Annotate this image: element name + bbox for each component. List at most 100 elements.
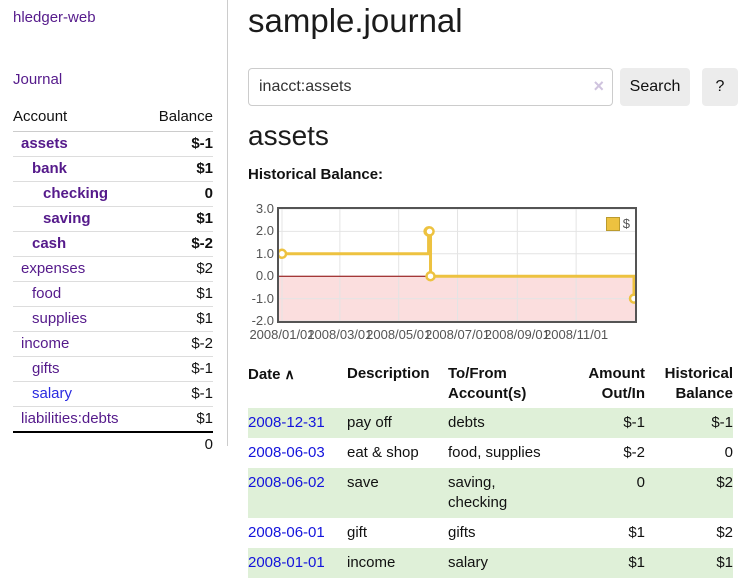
transaction-balance: $2	[716, 524, 733, 541]
account-link-gifts[interactable]: gifts	[32, 360, 60, 377]
account-row: salary $-1	[13, 381, 213, 407]
account-balance: $-1	[143, 131, 213, 157]
accounts-total-row: 0	[13, 431, 213, 457]
transaction-balance: $-1	[645, 408, 733, 438]
app-title-link[interactable]: hledger-web	[13, 9, 96, 26]
main-content: sample.journal × Search ? assets Histori…	[248, 0, 742, 582]
account-link-bank[interactable]: bank	[32, 160, 68, 177]
transaction-date-link[interactable]: 2008-06-03	[248, 444, 325, 461]
transaction-balance: 0	[724, 444, 733, 461]
transaction-accounts: debts	[448, 408, 570, 438]
account-heading: assets	[248, 120, 329, 151]
register-row: 2008-06-01 gift gifts $1 $2	[248, 518, 733, 548]
register-header-date-label: Date	[248, 366, 281, 383]
account-balance: $2	[143, 256, 213, 282]
accounts-header-balance: Balance	[143, 104, 213, 132]
account-row: expenses $2	[13, 256, 213, 282]
account-link-salary[interactable]: salary	[32, 385, 73, 402]
transaction-amount: $-1	[570, 408, 645, 438]
y-axis-tick-label: 1.0	[255, 245, 274, 261]
account-balance: $1	[143, 281, 213, 307]
historical-balance-chart: $ 3.0 2.0 1.0 0.0 -1.0 -2.0 2008/01/01 2008/03/…	[248, 201, 742, 347]
legend-swatch-icon	[605, 216, 620, 231]
transaction-description: pay off	[347, 408, 448, 438]
x-axis-tick-label: 2008/09/01	[484, 327, 550, 342]
account-link-assets[interactable]: assets	[21, 135, 68, 152]
y-axis-tick-label: -1.0	[251, 290, 274, 306]
accounts-header-row: Account Balance	[13, 104, 213, 132]
search-button[interactable]: Search	[620, 68, 690, 106]
register-row: 2008-06-02 save saving, checking 0 $2	[248, 468, 733, 518]
search-input[interactable]	[248, 68, 613, 106]
account-balance: $-1	[143, 356, 213, 382]
account-link-supplies[interactable]: supplies	[32, 310, 88, 327]
x-axis-tick-label: 2008/07/01	[424, 327, 491, 342]
sort-asc-icon: ∧	[284, 366, 295, 382]
transaction-accounts: salary	[448, 548, 570, 578]
x-axis-tick-label: 2008/05/01	[366, 327, 432, 342]
x-axis-tick-label: 2008/01/01	[249, 327, 315, 342]
account-balance: $1	[143, 406, 213, 433]
register-row: 2008-06-03 eat & shop food, supplies $-2…	[248, 438, 733, 468]
transaction-amount: $1	[570, 548, 645, 578]
page-title: sample.journal	[248, 2, 463, 39]
register-header-description: Description	[347, 365, 430, 382]
x-axis-tick-label: 2008/03/01	[307, 327, 373, 342]
transaction-date-link[interactable]: 2008-01-01	[248, 554, 325, 571]
sidebar: hledger-web Journal Account Balance asse…	[0, 0, 228, 457]
register-header-row: Date ∧ Description To/From Account(s) Amo…	[248, 360, 733, 408]
account-row: checking 0	[13, 181, 213, 207]
transaction-description: income	[347, 548, 448, 578]
chart-title: Historical Balance:	[248, 166, 384, 183]
transaction-accounts: food, supplies	[448, 444, 541, 461]
accounts-total-value: 0	[143, 431, 213, 457]
transaction-date-link[interactable]: 2008-12-31	[248, 414, 325, 431]
chart-plot-area: $	[277, 207, 637, 323]
account-row: assets $-1	[13, 131, 213, 157]
account-link-liabilities-debts[interactable]: liabilities:debts	[21, 410, 119, 427]
register-header-amount: Amount Out/In	[588, 365, 645, 402]
transaction-amount: $1	[628, 524, 645, 541]
account-link-checking[interactable]: checking	[43, 185, 109, 202]
transaction-amount: $-2	[623, 444, 645, 461]
account-row: food $1	[13, 281, 213, 307]
transaction-amount: 0	[570, 468, 645, 518]
transaction-date-link[interactable]: 2008-06-01	[248, 524, 325, 541]
transaction-description: eat & shop	[347, 444, 419, 461]
search-form: × Search ?	[248, 68, 742, 106]
register-row: 2008-01-01 income salary $1 $1	[248, 548, 733, 578]
register-table: Date ∧ Description To/From Account(s) Amo…	[248, 360, 733, 578]
account-row: bank $1	[13, 156, 213, 182]
clear-search-icon[interactable]: ×	[593, 76, 604, 96]
accounts-table: Account Balance assets $-1 bank $1 check…	[13, 104, 213, 457]
account-link-cash[interactable]: cash	[32, 235, 67, 252]
register-header-tofrom: To/From Account(s)	[448, 365, 527, 402]
accounts-header-account: Account	[13, 104, 143, 132]
account-balance: $1	[143, 306, 213, 332]
register-header-date[interactable]: Date ∧	[248, 360, 347, 408]
help-button[interactable]: ?	[702, 68, 738, 106]
account-link-income[interactable]: income	[21, 335, 70, 352]
transaction-balance: $2	[645, 468, 733, 518]
account-row: supplies $1	[13, 306, 213, 332]
chart-legend: $	[605, 216, 630, 231]
account-balance: $1	[143, 156, 213, 182]
register-row: 2008-12-31 pay off debts $-1 $-1	[248, 408, 733, 438]
account-row: income $-2	[13, 331, 213, 357]
register-header-balance: Historical Balance	[664, 365, 733, 402]
x-axis-tick-label: 2008/11/01	[544, 327, 609, 342]
transaction-date-link[interactable]: 2008-06-02	[248, 474, 325, 491]
account-balance: $1	[143, 206, 213, 232]
account-link-expenses[interactable]: expenses	[21, 260, 86, 277]
account-link-saving[interactable]: saving	[43, 210, 91, 227]
transaction-accounts: gifts	[448, 524, 476, 541]
search-input-wrap: ×	[248, 68, 613, 106]
transaction-balance: $1	[645, 548, 733, 578]
account-balance: 0	[143, 181, 213, 207]
account-link-food[interactable]: food	[32, 285, 62, 302]
account-row: cash $-2	[13, 231, 213, 257]
account-balance: $-1	[143, 381, 213, 407]
y-axis-tick-label: -2.0	[251, 313, 274, 328]
sidebar-item-journal[interactable]: Journal	[13, 71, 63, 88]
y-axis-tick-label: 2.0	[255, 223, 274, 239]
